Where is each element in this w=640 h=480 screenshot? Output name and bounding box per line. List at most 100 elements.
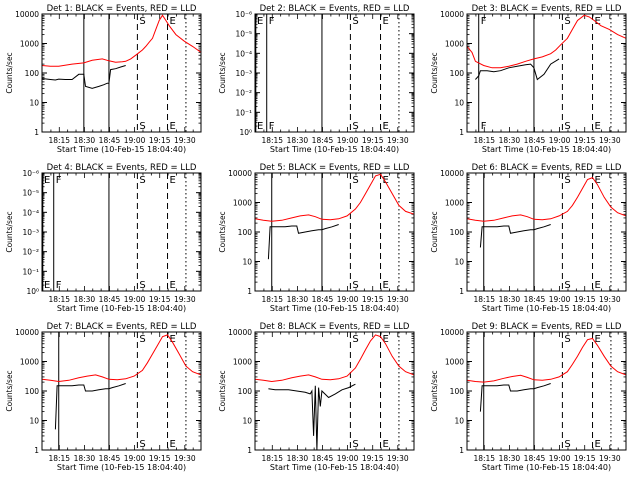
event-label-top: E <box>595 16 601 27</box>
x-tick-label: 19:15 <box>574 136 596 145</box>
x-tick-label: 19:00 <box>549 454 571 463</box>
x-tick-label: 19:30 <box>599 136 621 145</box>
x-axis-label: Start Time (10-Feb-15 18:04:40) <box>482 304 611 313</box>
event-label-top: S <box>139 334 145 345</box>
y-axis-label: Counts/sec <box>218 211 227 252</box>
panel-title: Det 2: BLACK = Events, RED = LLD <box>260 4 410 14</box>
y-axis: 1 10 100 1000 10000 <box>440 169 626 296</box>
x-tick-label: 18:30 <box>499 454 521 463</box>
plot-frame <box>254 172 415 292</box>
event-lines <box>478 14 612 132</box>
detector-panel-5: Det 5: BLACK = Events, RED = LLD 1 10 100 10… <box>218 163 415 313</box>
detector-panel-9: Det 9: BLACK = Events, RED = LLD 1 10 100 10… <box>430 322 627 472</box>
event-label-top: S <box>139 16 145 27</box>
event-label-bottom: E <box>383 280 389 291</box>
series-line-events <box>479 224 551 248</box>
x-tick-label: 18:30 <box>74 136 96 145</box>
y-tick-label: 1 <box>34 128 39 137</box>
x-axis: 18:15 18:30 18:45 19:00 19:15 19:30 <box>48 173 196 304</box>
series-line-events <box>268 383 356 450</box>
series-line-lld <box>42 14 201 67</box>
series-line-lld <box>255 173 414 222</box>
y-tick-label: 10⁻² <box>22 248 39 257</box>
y-tick-label: 1 <box>459 287 464 296</box>
detector-panel-7: Det 7: BLACK = Events, RED = LLD 1 10 100 10… <box>5 322 202 472</box>
y-tick-label: 10⁻⁵ <box>22 189 39 198</box>
series-group <box>42 14 201 89</box>
y-tick-label: 10⁻² <box>235 89 252 98</box>
event-label-bottom: S <box>352 439 358 450</box>
x-tick-label: 18:15 <box>48 295 70 304</box>
detector-panel-6: Det 6: BLACK = Events, RED = LLD 1 10 100 10… <box>430 163 627 313</box>
x-tick-label: 18:15 <box>261 295 283 304</box>
y-axis-label: Counts/sec <box>430 52 439 93</box>
series-group <box>255 334 414 450</box>
series-group <box>467 176 626 248</box>
series-line-lld <box>467 176 626 222</box>
x-tick-label: 19:15 <box>574 295 596 304</box>
y-tick-label: 10⁻⁴ <box>235 49 252 58</box>
series-line-events <box>267 224 339 260</box>
x-axis: 18:15 18:30 18:45 19:00 19:15 19:30 <box>48 14 196 145</box>
series-line-lld <box>255 334 414 383</box>
x-tick-label: 18:15 <box>48 454 70 463</box>
y-tick-label: 1000 <box>233 358 252 367</box>
event-label-bottom: E <box>383 439 389 450</box>
y-axis-label: Counts/sec <box>5 52 14 93</box>
y-tick-label: 10 <box>242 258 252 267</box>
detector-panel-4: Det 4: BLACK = Events, RED = LLD 10⁰ 10⁻¹ 1… <box>5 163 202 313</box>
event-label-top: F <box>56 175 62 186</box>
plot-frame <box>41 331 202 451</box>
plot-frame <box>466 331 627 451</box>
y-tick-label: 10000 <box>440 169 464 178</box>
event-label-bottom: E <box>595 280 601 291</box>
y-tick-label: 10⁰ <box>26 287 39 296</box>
event-label-bottom: F <box>269 121 275 132</box>
y-axis-label: Counts/sec <box>218 52 227 93</box>
event-lines <box>58 332 187 450</box>
x-axis-label: Start Time (10-Feb-15 18:04:40) <box>482 463 611 472</box>
x-tick-label: 18:15 <box>48 136 70 145</box>
x-tick-label: 18:15 <box>473 454 495 463</box>
event-label-bottom: S <box>564 280 570 291</box>
y-tick-label: 1 <box>247 287 252 296</box>
panel-title: Det 5: BLACK = Events, RED = LLD <box>260 163 410 173</box>
x-tick-label: 19:15 <box>362 136 384 145</box>
x-tick-label: 18:45 <box>312 136 334 145</box>
plot-frame <box>254 331 415 451</box>
y-axis: 1 10 100 1000 10000 <box>228 169 414 296</box>
event-label-top: S <box>139 175 145 186</box>
detector-panel-8: Det 8: BLACK = Events, RED = LLD 1 10 100 10… <box>218 322 415 472</box>
event-lines <box>83 14 187 132</box>
x-axis: 18:15 18:30 18:45 19:00 19:15 19:30 <box>261 332 409 463</box>
event-label-top: E <box>383 175 389 186</box>
y-tick-label: 10000 <box>228 328 252 337</box>
panel-title: Det 1: BLACK = Events, RED = LLD <box>47 4 197 14</box>
x-axis-label: Start Time (10-Feb-15 18:04:40) <box>270 304 399 313</box>
detector-panel-3: Det 3: BLACK = Events, RED = LLD 1 10 100 10… <box>430 4 627 154</box>
x-tick-label: 19:30 <box>387 454 409 463</box>
event-label-top: S <box>564 334 570 345</box>
y-tick-label: 1000 <box>233 199 252 208</box>
event-label-top: E <box>595 334 601 345</box>
y-tick-label: 10 <box>242 417 252 426</box>
x-tick-label: 19:30 <box>387 136 409 145</box>
y-tick-label: 1000 <box>445 358 464 367</box>
y-tick-label: 10⁻⁶ <box>22 169 39 178</box>
panel-title: Det 6: BLACK = Events, RED = LLD <box>472 163 622 173</box>
x-tick-label: 19:30 <box>599 454 621 463</box>
event-label-bottom: E <box>595 439 601 450</box>
panel-title: Det 4: BLACK = Events, RED = LLD <box>47 163 197 173</box>
series-line-lld <box>42 334 201 383</box>
event-label-top: E <box>170 175 176 186</box>
x-tick-label: 19:30 <box>599 295 621 304</box>
x-tick-label: 18:30 <box>287 295 309 304</box>
x-tick-label: 19:15 <box>149 454 171 463</box>
x-tick-label: 19:30 <box>174 454 196 463</box>
y-axis-label: Counts/sec <box>5 370 14 411</box>
y-tick-label: 10 <box>29 99 39 108</box>
y-tick-label: 100 <box>25 69 40 78</box>
y-tick-label: 10⁰ <box>239 128 252 137</box>
y-tick-label: 1 <box>459 446 464 455</box>
